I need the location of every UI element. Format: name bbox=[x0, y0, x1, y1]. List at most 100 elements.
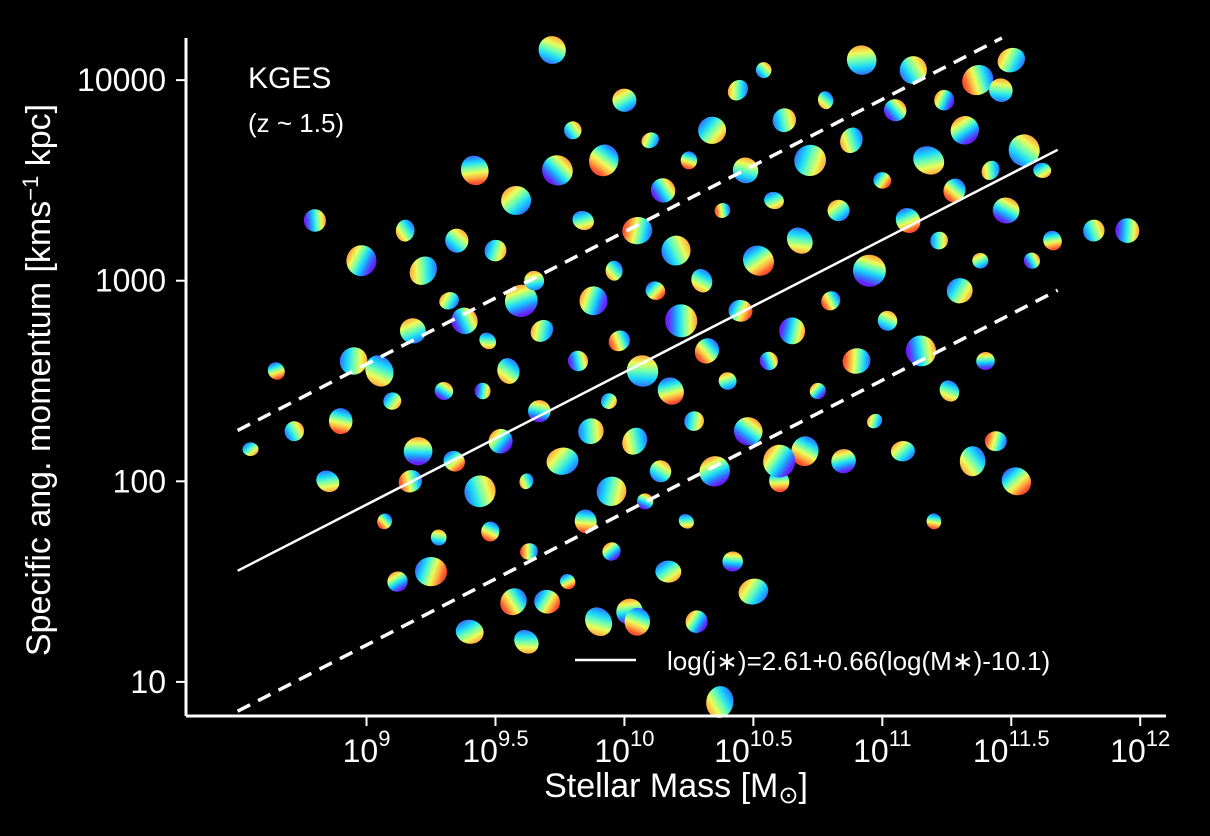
data-point bbox=[939, 380, 960, 402]
axes: 109 109.5 1010 1010.5 1011 1011.5 1012 10 100 100… bbox=[77, 38, 1170, 769]
data-point bbox=[339, 347, 368, 375]
data-point bbox=[997, 47, 1025, 73]
data-point bbox=[481, 521, 500, 542]
data-point bbox=[399, 318, 426, 344]
data-point bbox=[242, 442, 259, 457]
data-point bbox=[840, 127, 863, 154]
data-point bbox=[649, 460, 672, 483]
x-tick-label: 1011 bbox=[853, 726, 911, 769]
data-point bbox=[574, 509, 597, 534]
data-point bbox=[316, 470, 340, 493]
x-tick-label: 1011.5 bbox=[973, 726, 1050, 769]
data-point bbox=[1115, 218, 1140, 243]
data-point bbox=[1043, 230, 1062, 251]
data-point bbox=[764, 191, 784, 210]
data-point bbox=[578, 418, 604, 445]
annotation-subtitle: (z ~ 1.5) bbox=[248, 108, 344, 138]
data-point bbox=[564, 121, 582, 140]
data-point bbox=[445, 228, 469, 253]
annotation-title: KGES bbox=[248, 62, 331, 95]
data-point bbox=[926, 513, 942, 530]
data-point bbox=[1008, 134, 1040, 167]
data-point bbox=[346, 245, 377, 277]
data-point bbox=[377, 513, 393, 530]
y-tick-label: 10000 bbox=[77, 62, 166, 98]
data-points bbox=[242, 36, 1140, 718]
data-point bbox=[504, 284, 538, 317]
legend: log(j∗)=2.61+0.66(log(M∗)-10.1) bbox=[575, 646, 1050, 676]
data-point bbox=[809, 382, 826, 400]
data-point bbox=[895, 208, 921, 233]
data-point bbox=[415, 556, 447, 587]
data-point bbox=[831, 449, 856, 474]
data-point bbox=[579, 286, 608, 316]
data-point bbox=[365, 355, 394, 387]
data-point bbox=[636, 493, 654, 510]
data-point bbox=[733, 417, 763, 446]
data-point bbox=[383, 392, 402, 410]
data-point bbox=[794, 144, 827, 176]
data-point bbox=[899, 56, 927, 85]
y-tick-label: 10 bbox=[130, 664, 166, 700]
data-point bbox=[1083, 219, 1105, 242]
data-point bbox=[661, 235, 691, 266]
data-point bbox=[624, 607, 651, 636]
x-axis-title: Stellar Mass [M⊙] bbox=[544, 767, 808, 809]
data-point bbox=[622, 427, 648, 455]
data-point bbox=[534, 589, 561, 614]
data-point bbox=[608, 330, 630, 352]
data-point bbox=[497, 358, 520, 384]
data-point bbox=[755, 62, 772, 79]
data-point bbox=[685, 610, 708, 633]
data-point bbox=[328, 408, 353, 435]
data-point bbox=[943, 178, 966, 203]
data-point bbox=[605, 260, 623, 281]
x-tick-label: 1010.5 bbox=[714, 726, 792, 769]
data-point bbox=[821, 291, 841, 311]
lower-scatter-line bbox=[236, 288, 1059, 713]
data-point bbox=[972, 252, 989, 269]
data-point bbox=[403, 437, 433, 466]
data-point bbox=[612, 88, 637, 112]
data-point bbox=[722, 551, 743, 572]
x-tick-label: 109 bbox=[343, 726, 391, 769]
data-point bbox=[524, 270, 545, 291]
data-point bbox=[657, 377, 684, 405]
data-point bbox=[303, 209, 326, 232]
data-point bbox=[600, 393, 617, 409]
data-point bbox=[434, 381, 454, 401]
data-point bbox=[519, 473, 534, 490]
data-point bbox=[589, 144, 619, 177]
data-point bbox=[500, 588, 527, 616]
data-point bbox=[641, 132, 659, 149]
data-point bbox=[520, 543, 538, 560]
data-point bbox=[992, 197, 1020, 224]
x-tick-label: 1010 bbox=[594, 726, 654, 769]
data-point bbox=[1033, 162, 1052, 179]
data-point bbox=[959, 446, 986, 477]
y-tick-label: 1000 bbox=[95, 263, 166, 299]
data-point bbox=[538, 36, 566, 64]
sun-symbol: ⊙ bbox=[778, 782, 798, 809]
data-point bbox=[530, 319, 554, 342]
y-axis-title: Specific ang. momentum [kms−1 kpc] bbox=[18, 104, 58, 656]
data-point bbox=[645, 281, 666, 300]
data-point bbox=[650, 178, 676, 203]
data-point bbox=[699, 456, 730, 487]
data-point bbox=[742, 245, 775, 276]
data-point bbox=[567, 350, 589, 372]
data-point bbox=[930, 231, 948, 250]
data-point bbox=[678, 514, 694, 529]
data-point bbox=[842, 348, 871, 374]
data-point bbox=[732, 157, 759, 184]
data-point bbox=[852, 254, 886, 287]
data-point bbox=[984, 431, 1007, 452]
data-point bbox=[981, 160, 1000, 180]
data-point bbox=[488, 428, 513, 454]
data-point bbox=[439, 292, 459, 310]
data-point bbox=[779, 317, 806, 345]
data-point bbox=[451, 307, 478, 335]
data-point bbox=[479, 332, 497, 350]
data-point bbox=[514, 629, 539, 654]
